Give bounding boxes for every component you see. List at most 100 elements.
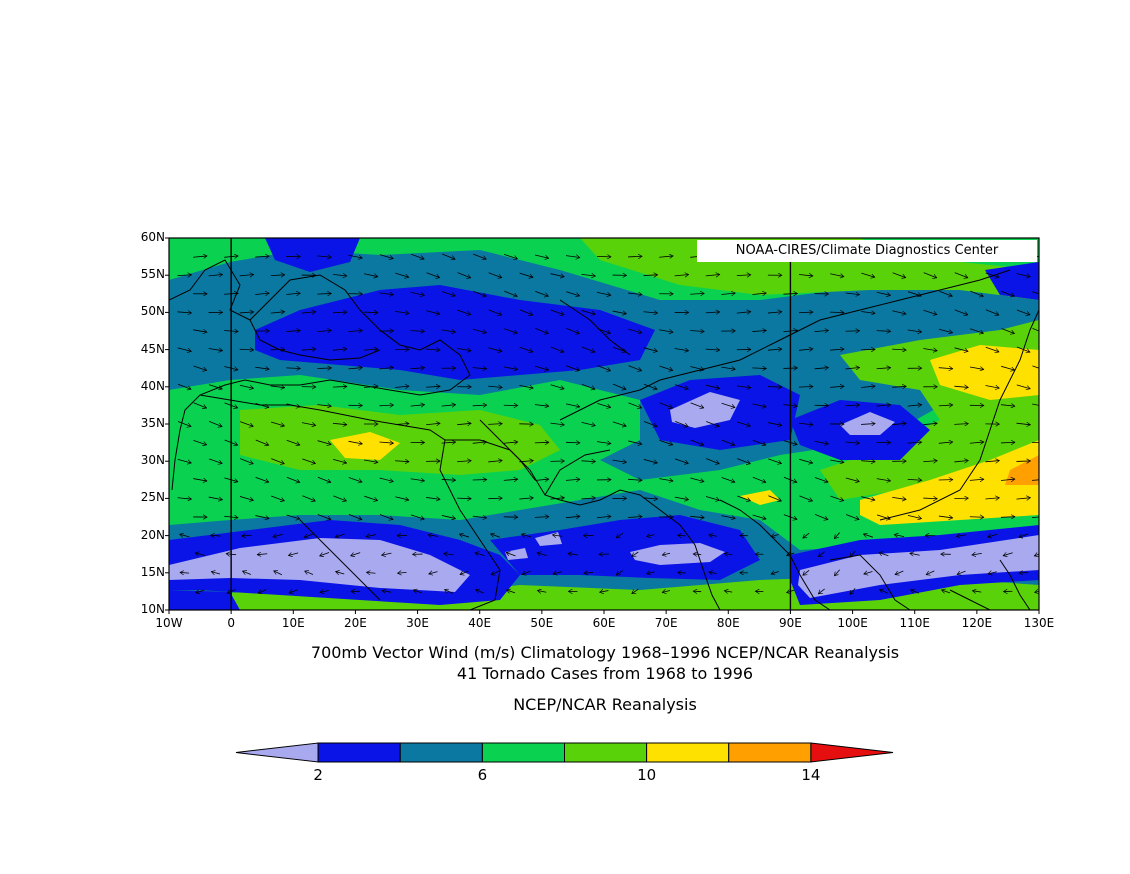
wind-vector xyxy=(534,442,549,443)
wind-vector xyxy=(674,458,688,464)
wind-vector xyxy=(566,291,579,296)
wind-vector xyxy=(752,330,766,331)
wind-vector xyxy=(363,386,378,387)
wind-vector xyxy=(939,290,952,296)
field-blue-arabian-sea xyxy=(490,515,760,580)
wind-vector xyxy=(659,440,673,444)
wind-vector xyxy=(302,458,315,464)
wind-vector xyxy=(861,386,875,387)
wind-vector xyxy=(457,423,471,424)
wind-vector xyxy=(628,328,641,333)
wind-vector xyxy=(1032,328,1039,332)
wind-vector xyxy=(954,347,969,352)
wind-vector xyxy=(364,273,378,277)
wind-vector xyxy=(969,367,984,369)
colorbar xyxy=(235,742,894,763)
wind-vector xyxy=(193,402,207,408)
wind-vector xyxy=(596,516,611,517)
wind-vector xyxy=(659,479,673,481)
wind-vector xyxy=(271,458,284,464)
wind-vector xyxy=(1031,516,1039,519)
wind-vector xyxy=(177,459,192,463)
wind-vector xyxy=(1032,291,1039,295)
wind-vector xyxy=(705,496,719,500)
field-blue-ne xyxy=(985,262,1039,300)
wind-vector xyxy=(534,479,549,480)
wind-vector xyxy=(333,495,346,501)
wind-vector xyxy=(721,515,735,519)
wind-vector xyxy=(969,479,984,480)
wind-vector xyxy=(954,460,968,461)
wind-vector xyxy=(985,498,999,499)
field-calm-west xyxy=(169,565,210,578)
wind-vector xyxy=(177,421,191,426)
wind-vector xyxy=(938,368,953,369)
wind-vector xyxy=(876,479,891,481)
wind-vector xyxy=(317,330,331,331)
colorbar-label-6: 6 xyxy=(477,766,488,784)
reference-meridians xyxy=(230,238,792,610)
wind-vector xyxy=(830,460,844,462)
wind-vector xyxy=(379,405,394,406)
wind-vector xyxy=(286,330,300,331)
wind-vector xyxy=(273,534,283,537)
wind-vector xyxy=(363,312,378,313)
wind-vector xyxy=(736,312,751,313)
wind-vector xyxy=(196,590,205,593)
wind-vector xyxy=(286,293,300,294)
wind-vector xyxy=(379,367,394,368)
wind-vector xyxy=(938,405,953,406)
wind-vector xyxy=(459,534,470,537)
wind-vector xyxy=(1000,517,1015,518)
wind-vector xyxy=(850,550,856,557)
wind-vector xyxy=(286,514,300,519)
wind-vector xyxy=(628,293,642,294)
wind-vector xyxy=(568,553,578,555)
wind-vector xyxy=(845,293,860,295)
wind-vector xyxy=(581,498,595,499)
wind-vector xyxy=(211,572,221,574)
wind-vector xyxy=(257,554,268,555)
wind-vector xyxy=(752,293,766,294)
wind-vector xyxy=(632,588,639,594)
wind-vector xyxy=(565,256,580,258)
wind-vector xyxy=(488,309,502,315)
wind-vector xyxy=(830,273,844,277)
wind-vector xyxy=(643,275,658,276)
wind-vector xyxy=(938,442,953,443)
wind-vector xyxy=(286,439,300,445)
wind-vector xyxy=(550,346,564,352)
wind-vector xyxy=(864,571,873,574)
wind-vector xyxy=(208,275,223,276)
colorbar-swatch xyxy=(646,742,730,763)
wind-vector xyxy=(488,272,502,278)
wind-vector xyxy=(445,590,453,594)
shaded-field xyxy=(169,238,1039,610)
wind-vector xyxy=(736,386,751,388)
wind-vector xyxy=(721,439,735,445)
wind-vector xyxy=(597,365,611,371)
wind-vector xyxy=(830,495,843,500)
wind-vector xyxy=(193,330,207,332)
wind-vector xyxy=(535,365,548,370)
wind-vector xyxy=(444,553,454,555)
wind-vector xyxy=(288,553,299,556)
wind-vector xyxy=(876,291,891,295)
wind-vector xyxy=(612,460,627,462)
wind-vector xyxy=(985,385,1000,388)
wind-vector xyxy=(721,293,735,294)
wind-vectors xyxy=(177,253,1039,594)
wind-vector xyxy=(441,291,455,296)
wind-vector xyxy=(830,349,844,350)
wind-vector xyxy=(798,386,813,387)
wind-vector xyxy=(258,589,267,594)
lon-label-0: 0 xyxy=(227,616,235,630)
wind-vector xyxy=(348,477,362,483)
wind-vector xyxy=(208,497,223,500)
wind-vector xyxy=(363,460,378,462)
wind-vector xyxy=(239,496,253,500)
lon-label-60e: 60E xyxy=(592,616,616,630)
wind-vector xyxy=(503,442,518,443)
wind-vector xyxy=(938,516,953,518)
wind-vector xyxy=(985,309,999,315)
